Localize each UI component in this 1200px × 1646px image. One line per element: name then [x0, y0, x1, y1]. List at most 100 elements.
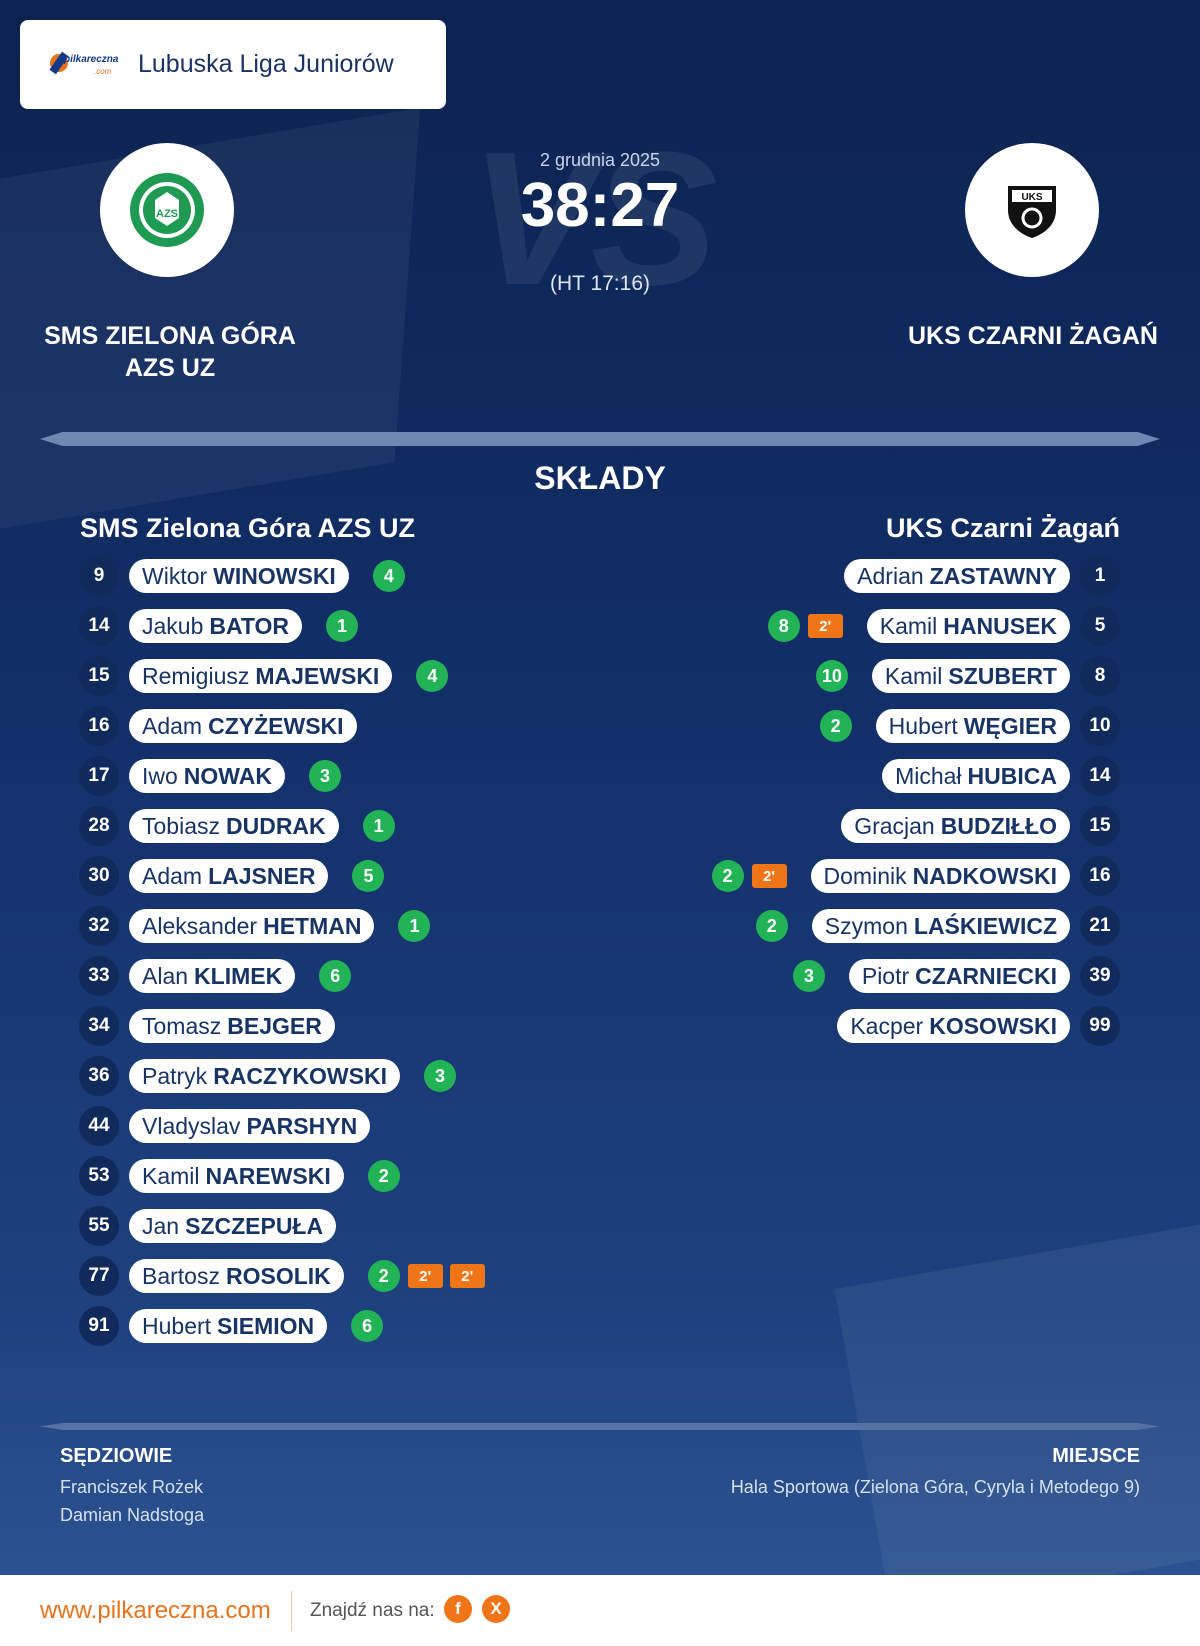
player-number: 14 [1080, 756, 1120, 796]
player-number: 44 [79, 1106, 119, 1146]
goals-badge: 6 [319, 960, 352, 992]
player-last-name: ROSOLIK [225, 1262, 331, 1289]
player-name: Michał HUBICA [882, 759, 1070, 793]
player-name: Szymon LAŚKIEWICZ [811, 909, 1070, 943]
player-last-name: LAŚKIEWICZ [913, 912, 1057, 939]
match-score: 38:27 [520, 171, 680, 240]
player-number: 15 [79, 656, 119, 696]
suspension-badge: 2' [449, 1264, 485, 1288]
player-last-name: RACZYKOWSKI [213, 1062, 387, 1089]
player-last-name: MAJEWSKI [255, 662, 380, 689]
goals-badge: 4 [416, 660, 449, 692]
match-date: 2 grudnia 2025 [539, 150, 661, 170]
player-name: Gracjan BUDZIŁŁO [841, 809, 1070, 843]
player-first-name: Hubert [142, 1312, 212, 1339]
player-row: 53 Kamil NAREWSKI 2 [79, 1156, 400, 1196]
player-name: Tobiasz DUDRAK [129, 809, 339, 843]
player-last-name: CZARNIECKI [915, 962, 1057, 989]
player-number: 55 [79, 1206, 119, 1246]
player-first-name: Kamil [884, 662, 943, 689]
player-name: Alan KLIMEK [129, 959, 296, 993]
player-last-name: CZYŻEWSKI [208, 712, 344, 739]
player-row: Kacper KOSOWSKI 99 [837, 1006, 1120, 1046]
player-first-name: Michał [895, 762, 962, 789]
player-last-name: LAJSNER [208, 862, 316, 889]
background-decoration [834, 1216, 1200, 1614]
player-name: Bartosz ROSOLIK [129, 1259, 344, 1293]
player-first-name: Adam [142, 862, 203, 889]
league-header: pilkareczna .com Lubuska Liga Juniorów [20, 20, 446, 109]
goals-badge: 4 [372, 560, 405, 592]
away-team-logo: UKS [965, 143, 1099, 277]
player-first-name: Adrian [857, 562, 924, 589]
vs-watermark: VS [470, 113, 717, 325]
player-name: Adam LAJSNER [129, 859, 329, 893]
away-team-title: UKS CZARNI ŻAGAŃ [908, 322, 1158, 350]
home-lineup-title: SMS Zielona Góra AZS UZ [80, 513, 416, 543]
referee-name: Damian Nadstoga [60, 1505, 205, 1525]
player-row: 14 Jakub BATOR 1 [79, 606, 359, 646]
goals-badge: 1 [398, 910, 431, 942]
player-first-name: Kamil [142, 1162, 200, 1189]
suspension-badge: 2' [751, 864, 787, 888]
player-number: 8 [1080, 656, 1120, 696]
player-last-name: HETMAN [263, 912, 362, 939]
player-row: 2 Szymon LAŚKIEWICZ 21 [755, 906, 1120, 946]
player-name: Dominik NADKOWSKI [810, 859, 1070, 893]
svg-text:AZS: AZS [156, 208, 178, 220]
player-number: 14 [79, 606, 119, 646]
venue-text: Hala Sportowa (Zielona Góra, Cyryla i Me… [730, 1477, 1140, 1497]
website-link[interactable]: www.pilkareczna.com [40, 1597, 271, 1624]
player-last-name: KOSOWSKI [929, 1012, 1057, 1039]
player-name: Hubert WĘGIER [875, 709, 1070, 743]
player-name: Tomasz BEJGER [129, 1009, 335, 1043]
player-number: 15 [1080, 806, 1120, 846]
goals-badge: 5 [352, 860, 385, 892]
player-number: 32 [79, 906, 119, 946]
player-row: 15 Remigiusz MAJEWSKI 4 [79, 656, 449, 696]
facebook-icon[interactable]: f [444, 1595, 472, 1623]
player-last-name: BUDZIŁŁO [940, 812, 1057, 839]
player-row: 28 Tobiasz DUDRAK 1 [79, 806, 395, 846]
player-name: Kamil NAREWSKI [129, 1159, 344, 1193]
suspension-badge: 2' [807, 614, 843, 638]
goals-badge: 3 [423, 1060, 456, 1092]
player-last-name: WINOWSKI [213, 562, 336, 589]
player-row: 55 Jan SZCZEPUŁA [79, 1206, 337, 1246]
player-number: 21 [1080, 906, 1120, 946]
player-first-name: Remigiusz [142, 662, 250, 689]
player-row: 32 Aleksander HETMAN 1 [79, 906, 431, 946]
player-first-name: Tobiasz [142, 812, 220, 839]
x-icon[interactable]: X [482, 1595, 510, 1623]
player-number: 9 [79, 556, 119, 596]
goals-badge: 1 [326, 610, 359, 642]
player-first-name: Adam [142, 712, 203, 739]
player-number: 33 [79, 956, 119, 996]
player-name: Piotr CZARNIECKI [848, 959, 1070, 993]
goals-badge: 1 [362, 810, 395, 842]
player-first-name: Piotr [861, 962, 910, 989]
player-number: 5 [1080, 606, 1120, 646]
player-name: Adam CZYŻEWSKI [129, 709, 357, 743]
player-name: Kacper KOSOWSKI [837, 1009, 1070, 1043]
player-name: Aleksander HETMAN [129, 909, 375, 943]
goals-badge: 2 [711, 860, 744, 892]
player-name: Adrian ZASTAWNY [844, 559, 1070, 593]
player-name: Remigiusz MAJEWSKI [129, 659, 393, 693]
player-first-name: Jakub [142, 612, 204, 639]
suspension-badge: 2' [407, 1264, 443, 1288]
player-last-name: HUBICA [967, 762, 1057, 789]
player-number: 53 [79, 1156, 119, 1196]
player-last-name: BATOR [209, 612, 290, 639]
player-first-name: Kacper [850, 1012, 924, 1039]
divider [40, 1423, 1160, 1430]
player-row: 8 2' Kamil HANUSEK 5 [767, 606, 1120, 646]
player-last-name: NADKOWSKI [912, 862, 1057, 889]
player-first-name: Aleksander [142, 912, 258, 939]
player-last-name: WĘGIER [963, 712, 1057, 739]
player-first-name: Alan [142, 962, 189, 989]
goals-badge: 2 [367, 1260, 400, 1292]
player-first-name: Vladyslav [142, 1112, 241, 1139]
player-row: Michał HUBICA 14 [882, 756, 1120, 796]
